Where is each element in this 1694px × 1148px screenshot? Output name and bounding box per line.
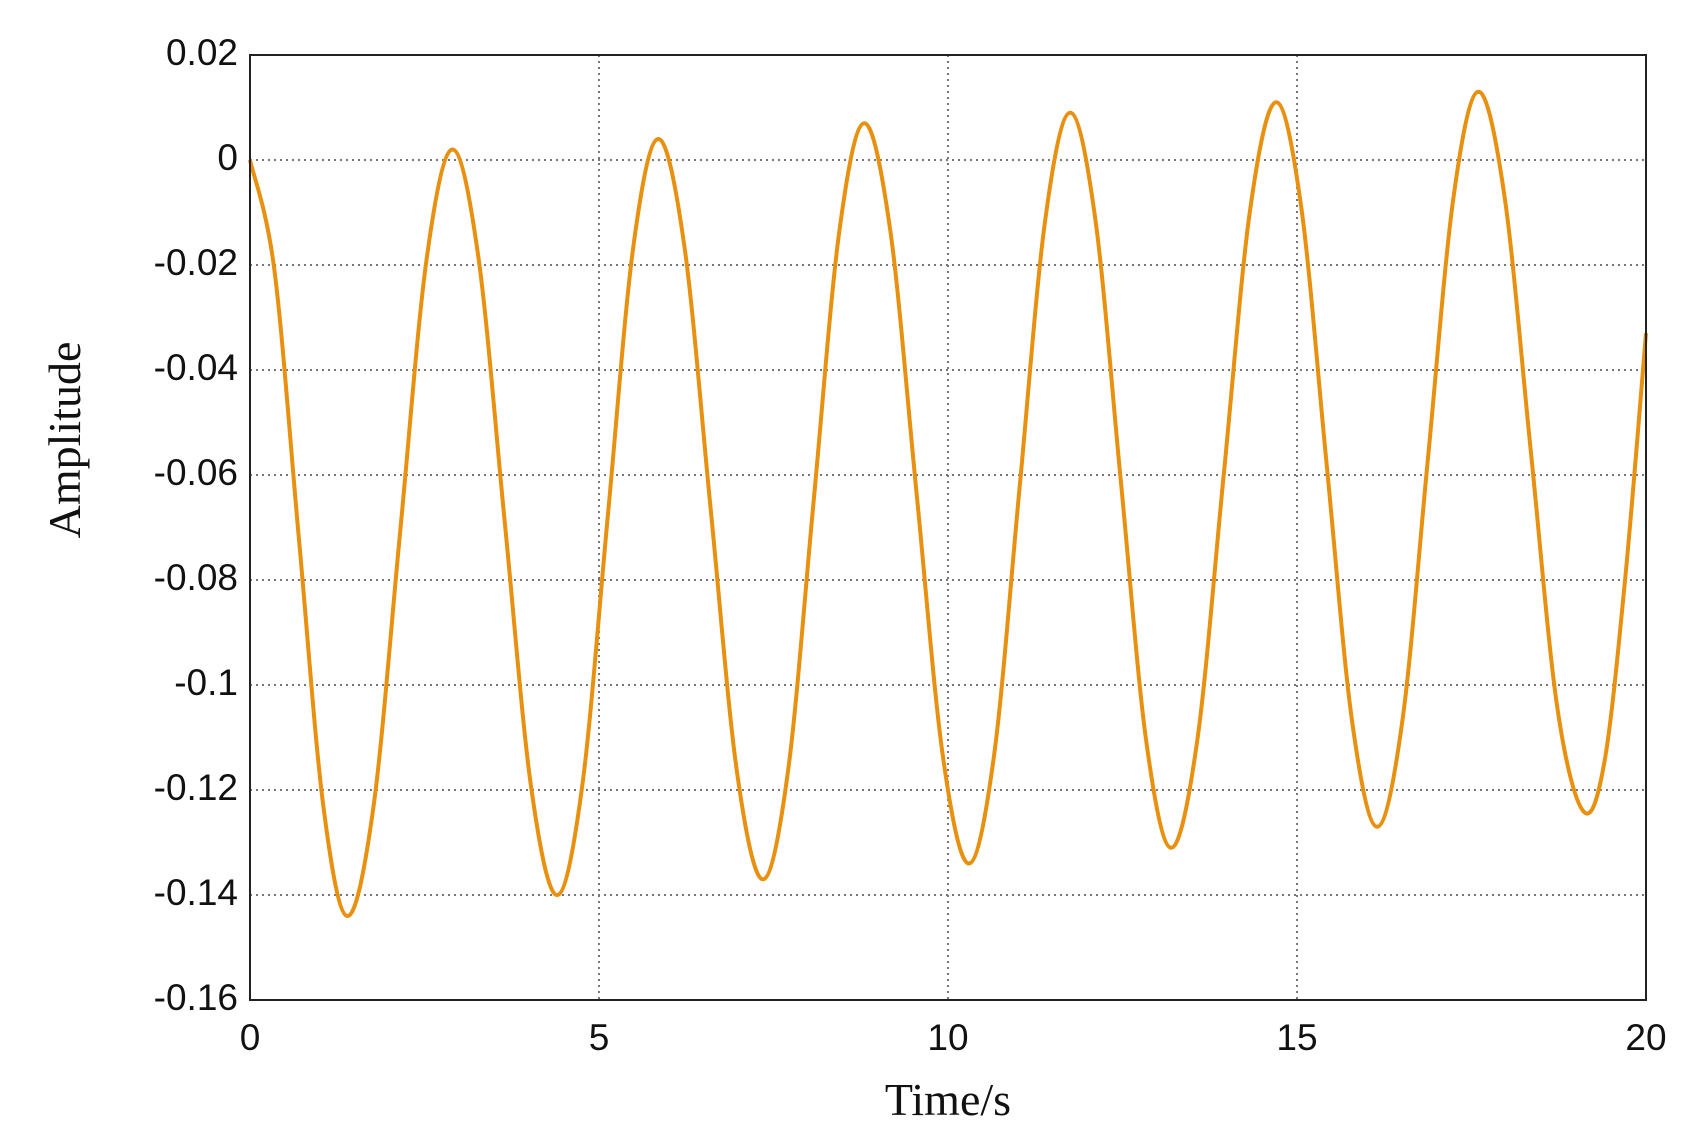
y-axis-label: Amplitude [39,342,90,539]
data-line [248,89,1648,918]
x-tick-label: 20 [1625,1017,1666,1058]
y-tick-label: -0.1 [174,662,238,703]
x-tick-label: 15 [1276,1017,1317,1058]
y-tick-label: -0.06 [154,452,238,493]
plot-frame [249,54,1647,1001]
x-axis-label: Time/s [885,1074,1011,1125]
y-tick-label: -0.14 [154,872,238,913]
y-tick-label: 0 [217,137,238,178]
x-tick-label: 5 [589,1017,610,1058]
y-tick-label: -0.02 [154,242,238,283]
y-tick-label: -0.08 [154,557,238,598]
y-tick-label: 0.02 [166,32,238,73]
y-tick-label: -0.04 [154,347,238,388]
y-tick-label: -0.12 [154,767,238,808]
plot-area [250,55,1646,1000]
x-tick-label: 10 [927,1017,968,1058]
x-tick-label: 0 [240,1017,261,1058]
y-tick-label: -0.16 [154,977,238,1018]
